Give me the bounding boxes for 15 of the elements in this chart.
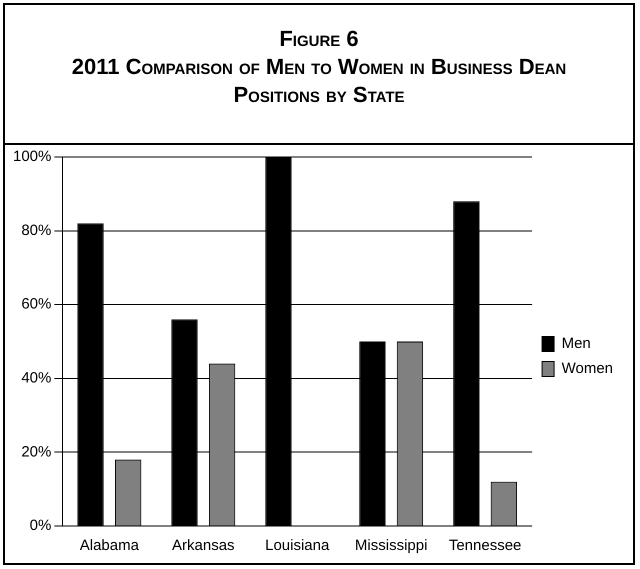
y-tick-label: 40%: [21, 370, 52, 387]
y-tick-label: 20%: [21, 443, 52, 460]
y-tick-label: 0%: [30, 517, 52, 534]
legend-label: Women: [562, 360, 614, 378]
y-tick-label: 100%: [12, 148, 52, 166]
x-tick-label: Louisiana: [265, 537, 330, 554]
x-tick-label: Arkansas: [172, 537, 235, 554]
y-tick-label: 60%: [21, 296, 52, 313]
chart-subtitle: 2011 Comparison of Men to Women in Business Dean Positions by State: [70, 53, 568, 109]
x-tick-label: Alabama: [80, 537, 140, 554]
y-tick-label: 80%: [21, 222, 52, 239]
chart-title: Figure 6: [278, 25, 360, 53]
legend-label: Men: [562, 335, 591, 352]
x-tick-label: Mississippi: [354, 537, 428, 554]
x-tick-label: Tennessee: [448, 537, 522, 554]
